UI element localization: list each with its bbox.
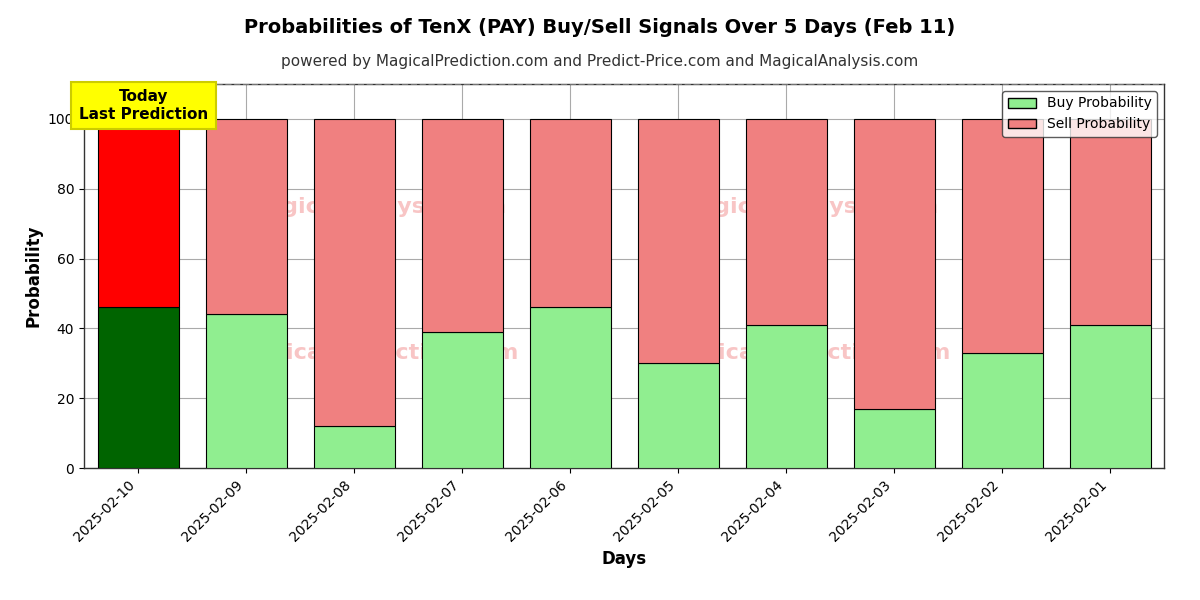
- Bar: [421, 119, 503, 332]
- Bar: [529, 119, 611, 307]
- Bar: [529, 307, 611, 468]
- Bar: [205, 314, 287, 468]
- Text: Probabilities of TenX (PAY) Buy/Sell Signals Over 5 Days (Feb 11): Probabilities of TenX (PAY) Buy/Sell Sig…: [245, 18, 955, 37]
- Bar: [313, 119, 395, 426]
- Bar: [961, 353, 1043, 468]
- Bar: [97, 307, 179, 468]
- Y-axis label: Probability: Probability: [24, 225, 42, 327]
- Bar: [637, 363, 719, 468]
- Text: MagicalPrediction.com: MagicalPrediction.com: [233, 343, 518, 363]
- Bar: [97, 119, 179, 307]
- Legend: Buy Probability, Sell Probability: Buy Probability, Sell Probability: [1002, 91, 1157, 137]
- Text: MagicalPrediction.com: MagicalPrediction.com: [665, 343, 950, 363]
- Bar: [1069, 119, 1151, 325]
- Bar: [745, 325, 827, 468]
- Bar: [853, 119, 935, 409]
- X-axis label: Days: Days: [601, 550, 647, 568]
- Bar: [421, 332, 503, 468]
- Bar: [205, 119, 287, 314]
- Text: Today
Last Prediction: Today Last Prediction: [79, 89, 208, 122]
- Bar: [1069, 325, 1151, 468]
- Bar: [853, 409, 935, 468]
- Text: powered by MagicalPrediction.com and Predict-Price.com and MagicalAnalysis.com: powered by MagicalPrediction.com and Pre…: [281, 54, 919, 69]
- Text: MagicalAnalysis.com: MagicalAnalysis.com: [245, 197, 506, 217]
- Bar: [745, 119, 827, 325]
- Bar: [313, 426, 395, 468]
- Bar: [961, 119, 1043, 353]
- Text: MagicalAnalysis.com: MagicalAnalysis.com: [677, 197, 938, 217]
- Bar: [637, 119, 719, 363]
